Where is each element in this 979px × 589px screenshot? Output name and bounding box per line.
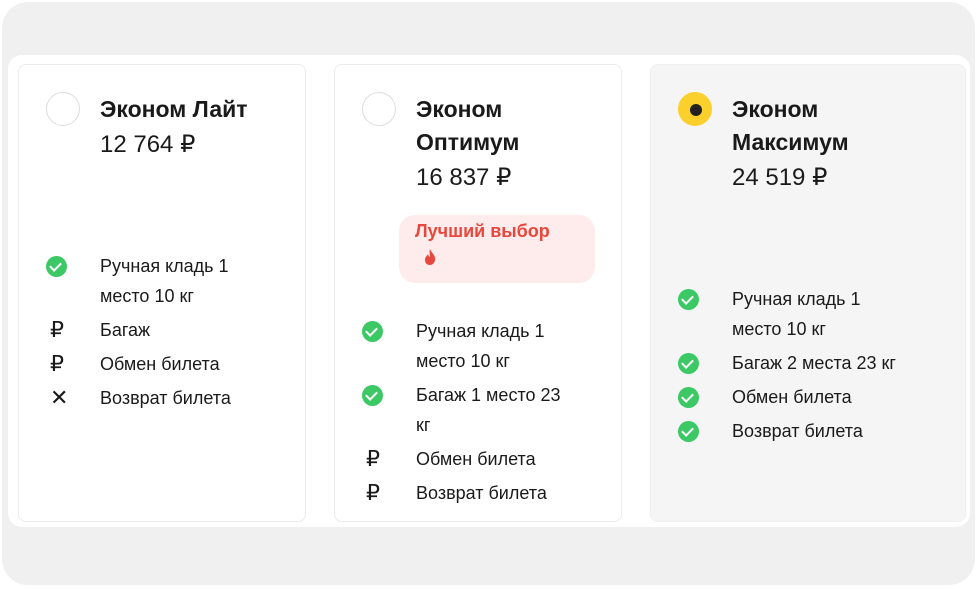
tariff-name: Эконом Максимум: [732, 96, 849, 155]
feature-text: Ручная кладь 1 место 10 кг: [732, 289, 861, 339]
feature-text: Обмен билета: [732, 387, 852, 407]
feature-item: Ручная кладь 1 место 10 кг: [46, 251, 316, 311]
tariff-radio[interactable]: [362, 92, 396, 126]
feature-item: Багаж 1 место 23 кг: [362, 380, 632, 440]
ruble-icon: ₽: [366, 480, 380, 505]
check-icon: [678, 382, 732, 412]
feature-item: Багаж 2 места 23 кг: [678, 348, 948, 378]
check-icon: [678, 284, 732, 344]
tariff-card[interactable]: Эконом Оптимум 16 837 ₽ Лучший выбор Ручн…: [334, 64, 622, 522]
ruble-icon: ₽: [50, 351, 64, 376]
feature-text: Багаж 2 места 23 кг: [732, 353, 896, 373]
feature-item: Ручная кладь 1 место 10 кг: [678, 284, 948, 344]
feature-item: ₽ Возврат билета: [362, 478, 632, 508]
flame-icon: [425, 249, 436, 265]
tariff-radio[interactable]: [678, 92, 712, 126]
feature-text: Возврат билета: [416, 483, 547, 503]
best-choice-badge: Лучший выбор: [399, 215, 595, 283]
feature-item: Обмен билета: [678, 382, 948, 412]
feature-item: Ручная кладь 1 место 10 кг: [362, 316, 632, 376]
feature-item: ₽ Обмен билета: [46, 349, 316, 379]
tariff-price: 12 764 ₽: [100, 131, 196, 158]
ruble-icon: ₽: [50, 317, 64, 342]
feature-text: Ручная кладь 1 место 10 кг: [100, 256, 229, 306]
tariff-name: Эконом Лайт: [100, 96, 248, 122]
tariff-name: Эконом Оптимум: [416, 96, 520, 155]
cross-icon: ✕: [50, 385, 69, 410]
feature-text: Багаж 1 место 23 кг: [416, 385, 561, 435]
feature-text: Возврат билета: [100, 388, 231, 408]
tariff-price: 24 519 ₽: [732, 164, 828, 191]
feature-text: Обмен билета: [416, 449, 536, 469]
check-icon: [678, 416, 732, 446]
check-icon: [46, 251, 100, 311]
ruble-icon: ₽: [366, 446, 380, 471]
feature-text: Обмен билета: [100, 354, 220, 374]
tariff-price: 16 837 ₽: [416, 164, 512, 191]
tariff-radio[interactable]: [46, 92, 80, 126]
check-icon: [678, 348, 732, 378]
feature-text: Возврат билета: [732, 421, 863, 441]
feature-text: Багаж: [100, 320, 151, 340]
tariff-card[interactable]: Эконом Лайт 12 764 ₽ Ручная кладь 1 место…: [18, 64, 306, 522]
check-icon: [362, 380, 416, 440]
feature-item: ₽ Обмен билета: [362, 444, 632, 474]
feature-item: ₽ Багаж: [46, 315, 316, 345]
tariff-card[interactable]: Эконом Максимум 24 519 ₽ Ручная кладь 1 м…: [650, 64, 966, 522]
check-icon: [362, 316, 416, 376]
feature-text: Ручная кладь 1 место 10 кг: [416, 321, 545, 371]
feature-item: ✕ Возврат билета: [46, 383, 316, 413]
badge-label: Лучший выбор: [415, 221, 550, 241]
feature-item: Возврат билета: [678, 416, 948, 446]
